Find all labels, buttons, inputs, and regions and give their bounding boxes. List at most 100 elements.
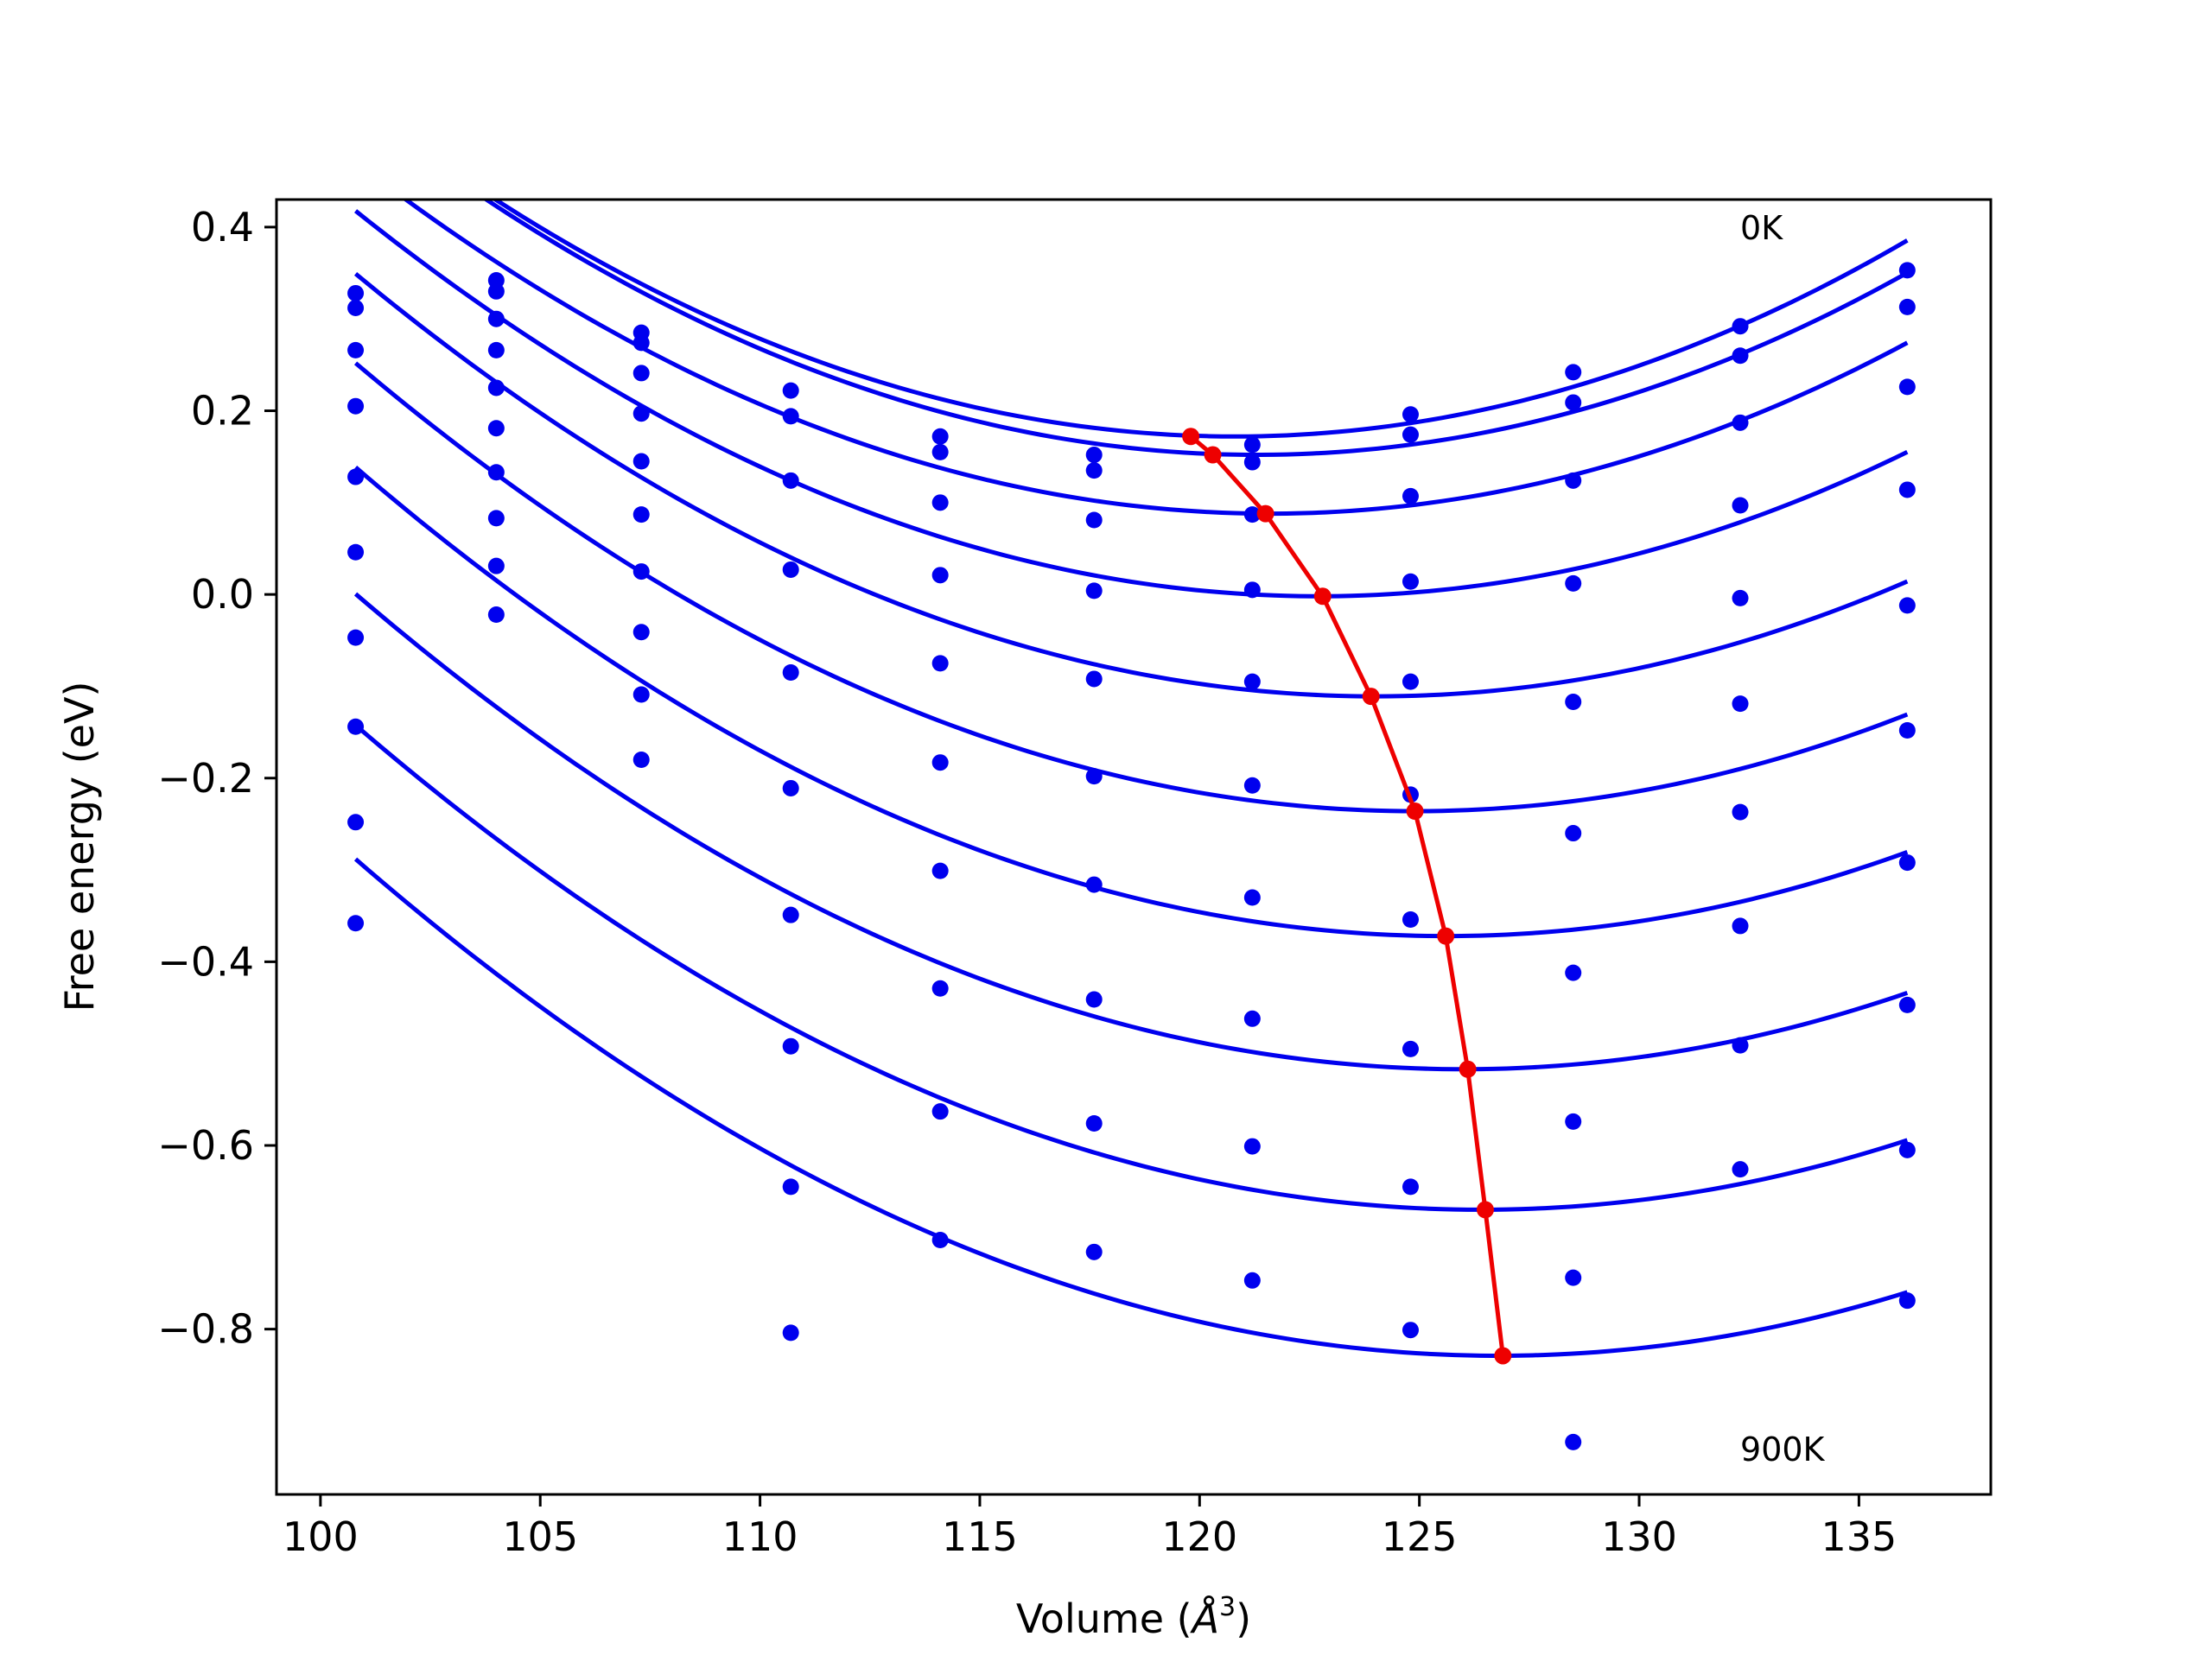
data-point — [1243, 1272, 1261, 1289]
data-point — [1085, 582, 1103, 599]
data-point — [782, 1324, 799, 1342]
data-point — [1898, 1292, 1916, 1310]
y-tick-label: −0.4 — [157, 938, 254, 985]
data-point — [1243, 1010, 1261, 1027]
data-point — [1898, 481, 1916, 498]
data-point — [487, 464, 505, 481]
minimum-line — [1189, 435, 1505, 1356]
data-point — [931, 1103, 949, 1120]
data-point — [931, 862, 949, 879]
data-point — [782, 1178, 799, 1196]
data-point — [1898, 721, 1916, 739]
x-tick-label: 100 — [283, 1513, 359, 1560]
data-point — [1565, 694, 1582, 711]
fit-curve-7 — [353, 592, 1909, 1072]
data-point — [1402, 1178, 1419, 1196]
minimum-point — [1313, 587, 1332, 606]
data-point — [1898, 298, 1916, 315]
data-point — [1565, 1113, 1582, 1130]
fit-curve-1 — [482, 200, 1909, 458]
data-point — [1732, 695, 1749, 713]
data-point — [1565, 472, 1582, 489]
data-point — [632, 405, 650, 422]
data-point — [1243, 506, 1261, 523]
minimum-point — [1256, 504, 1274, 523]
annotation-label: 900K — [1740, 1430, 1826, 1469]
y-tick-label: −0.6 — [157, 1122, 254, 1169]
data-point — [347, 629, 365, 646]
plot-area — [347, 200, 1916, 1450]
data-point — [1898, 378, 1916, 396]
data-point — [1085, 876, 1103, 893]
data-point — [1243, 1138, 1261, 1155]
data-point — [1732, 589, 1749, 606]
fit-curve-8 — [353, 723, 1909, 1212]
data-point — [1243, 889, 1261, 906]
data-point — [1243, 777, 1261, 794]
data-point — [1732, 497, 1749, 514]
data-point — [931, 980, 949, 997]
data-point — [931, 655, 949, 672]
minimum-point — [1459, 1060, 1477, 1078]
y-tick-label: 0.0 — [191, 571, 254, 618]
fit-curve-6 — [353, 466, 1909, 939]
data-point — [632, 752, 650, 769]
data-point — [1402, 573, 1419, 590]
y-tick-label: 0.2 — [191, 388, 254, 435]
x-tick-label: 115 — [942, 1513, 1018, 1560]
data-point — [1732, 318, 1749, 335]
data-point — [487, 379, 505, 396]
data-point — [1402, 1040, 1419, 1057]
data-point — [1565, 574, 1582, 592]
data-point — [1085, 1243, 1103, 1260]
data-point — [1085, 511, 1103, 529]
data-point — [1565, 1433, 1582, 1450]
data-point — [632, 453, 650, 470]
minimum-point — [1182, 428, 1200, 446]
data-point — [347, 814, 365, 831]
y-tick-label: −0.2 — [157, 755, 254, 802]
fit-curve-9 — [353, 857, 1909, 1358]
fit-curve-0 — [491, 200, 1909, 439]
data-point — [1898, 854, 1916, 872]
data-point — [931, 754, 949, 771]
data-point — [347, 341, 365, 358]
fit-curve-3 — [354, 209, 1909, 599]
data-point — [1898, 597, 1916, 614]
data-point — [1085, 1114, 1103, 1132]
data-point — [1402, 406, 1419, 423]
axes-frame — [275, 198, 1993, 1496]
x-tick-label: 135 — [1821, 1513, 1897, 1560]
data-point — [1243, 454, 1261, 471]
data-point — [1732, 1161, 1749, 1178]
minimum-point — [1494, 1347, 1512, 1365]
data-point — [1085, 768, 1103, 785]
data-point — [1402, 1322, 1419, 1339]
data-point — [931, 494, 949, 511]
data-point — [1565, 364, 1582, 381]
minimum-point — [1437, 927, 1455, 945]
fit-curve-4 — [353, 271, 1909, 699]
annotation-label: 0K — [1740, 209, 1783, 247]
data-point — [632, 624, 650, 641]
data-point — [1732, 414, 1749, 431]
data-point — [632, 506, 650, 523]
data-point — [487, 510, 505, 527]
axis-ticks: 100 105 110 115 120 125 130 135 0.4 0.2 0.0 −0.2 −0.… — [157, 204, 1897, 1560]
minimum-point — [1476, 1201, 1494, 1219]
data-point — [1732, 917, 1749, 935]
x-tick-label: 130 — [1601, 1513, 1677, 1560]
data-point — [1243, 581, 1261, 599]
data-point — [1402, 487, 1419, 504]
data-point — [782, 906, 799, 923]
data-point — [1402, 426, 1419, 443]
data-point — [782, 382, 799, 399]
data-point — [1085, 991, 1103, 1008]
data-point — [1732, 803, 1749, 821]
data-point — [347, 915, 365, 932]
data-point — [632, 365, 650, 382]
x-tick-label: 110 — [722, 1513, 798, 1560]
y-tick-label: −0.8 — [157, 1306, 254, 1353]
